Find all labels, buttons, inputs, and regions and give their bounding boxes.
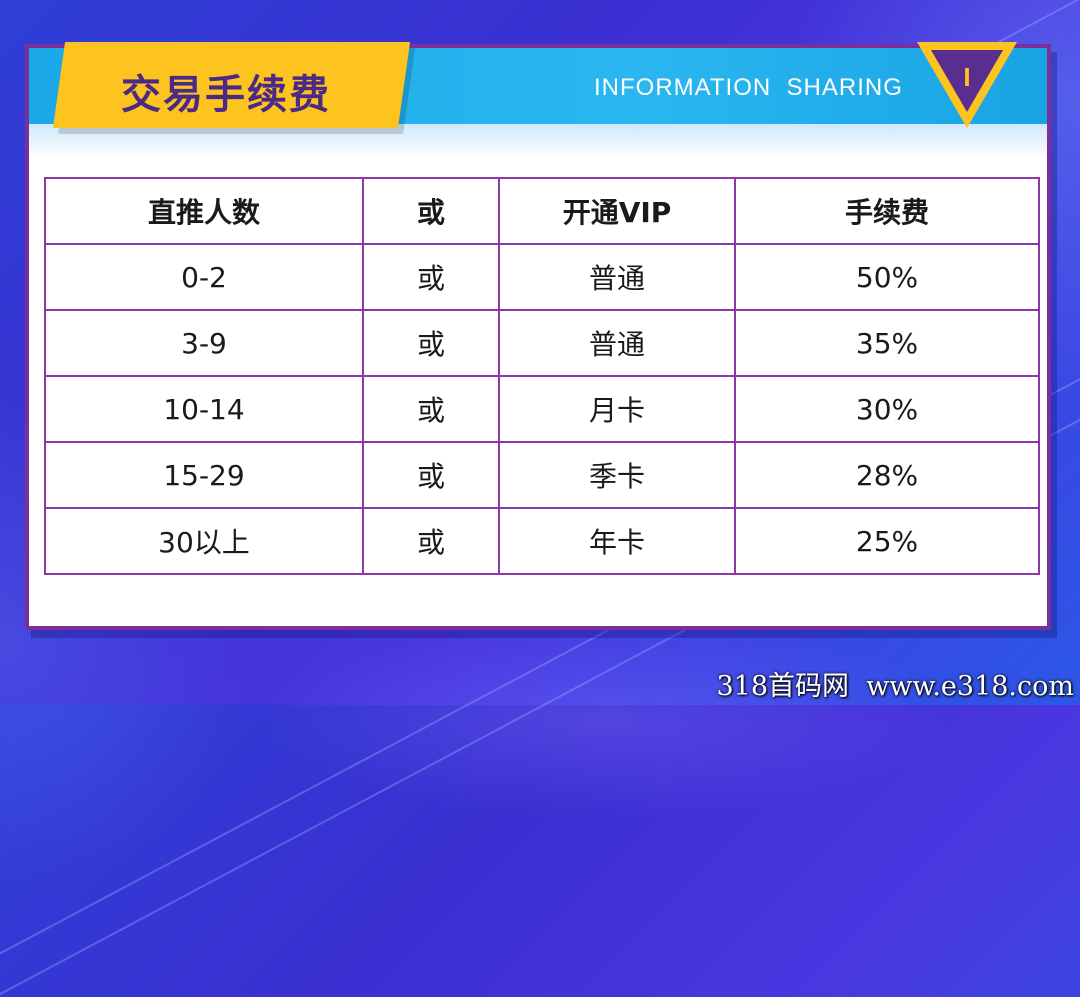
cell-fee: 25%	[734, 507, 1040, 575]
cell-or: 或	[362, 441, 500, 509]
page-title: 交易手续费	[121, 72, 331, 118]
cell-or: 或	[362, 375, 500, 443]
cell-or: 或	[362, 309, 500, 377]
cell-referrals: 0-2	[44, 243, 364, 311]
triangle-badge-icon: I	[917, 42, 1017, 128]
header-fade	[29, 124, 1047, 158]
info-sharing-label: INFORMATION SHARING	[594, 74, 903, 101]
table-row: 15-29 或 季卡 28%	[44, 441, 1040, 509]
cell-referrals: 15-29	[44, 441, 364, 509]
cell-fee: 30%	[734, 375, 1040, 443]
table-row: 0-2 或 普通 50%	[44, 243, 1040, 311]
table-row: 10-14 或 月卡 30%	[44, 375, 1040, 443]
badge-glyph: I	[963, 62, 970, 92]
cell-vip: 年卡	[498, 507, 736, 575]
table-header-row: 直推人数 或 开通VIP 手续费	[44, 177, 1040, 245]
cell-vip: 普通	[498, 309, 736, 377]
watermark: 318首码网 www.e318.com	[716, 671, 1075, 702]
cell-referrals: 3-9	[44, 309, 364, 377]
column-header-or: 或	[362, 177, 500, 245]
cell-or: 或	[362, 243, 500, 311]
info-card: 交易手续费 INFORMATION SHARING I 直推人数 或 开通VIP…	[25, 42, 1051, 630]
fee-table: 直推人数 或 开通VIP 手续费 0-2 或 普通 50% 3-9 或 普通 3…	[44, 177, 1040, 575]
cell-fee: 50%	[734, 243, 1040, 311]
background-glow-bottom	[260, 620, 960, 820]
table-row: 30以上 或 年卡 25%	[44, 507, 1040, 575]
cell-or: 或	[362, 507, 500, 575]
table-row: 3-9 或 普通 35%	[44, 309, 1040, 377]
column-header-vip: 开通VIP	[498, 177, 736, 245]
cell-fee: 28%	[734, 441, 1040, 509]
column-header-referrals: 直推人数	[44, 177, 364, 245]
cell-vip: 普通	[498, 243, 736, 311]
cell-referrals: 10-14	[44, 375, 364, 443]
cell-vip: 季卡	[498, 441, 736, 509]
cell-vip: 月卡	[498, 375, 736, 443]
column-header-fee: 手续费	[734, 177, 1040, 245]
cell-fee: 35%	[734, 309, 1040, 377]
cell-referrals: 30以上	[44, 507, 364, 575]
